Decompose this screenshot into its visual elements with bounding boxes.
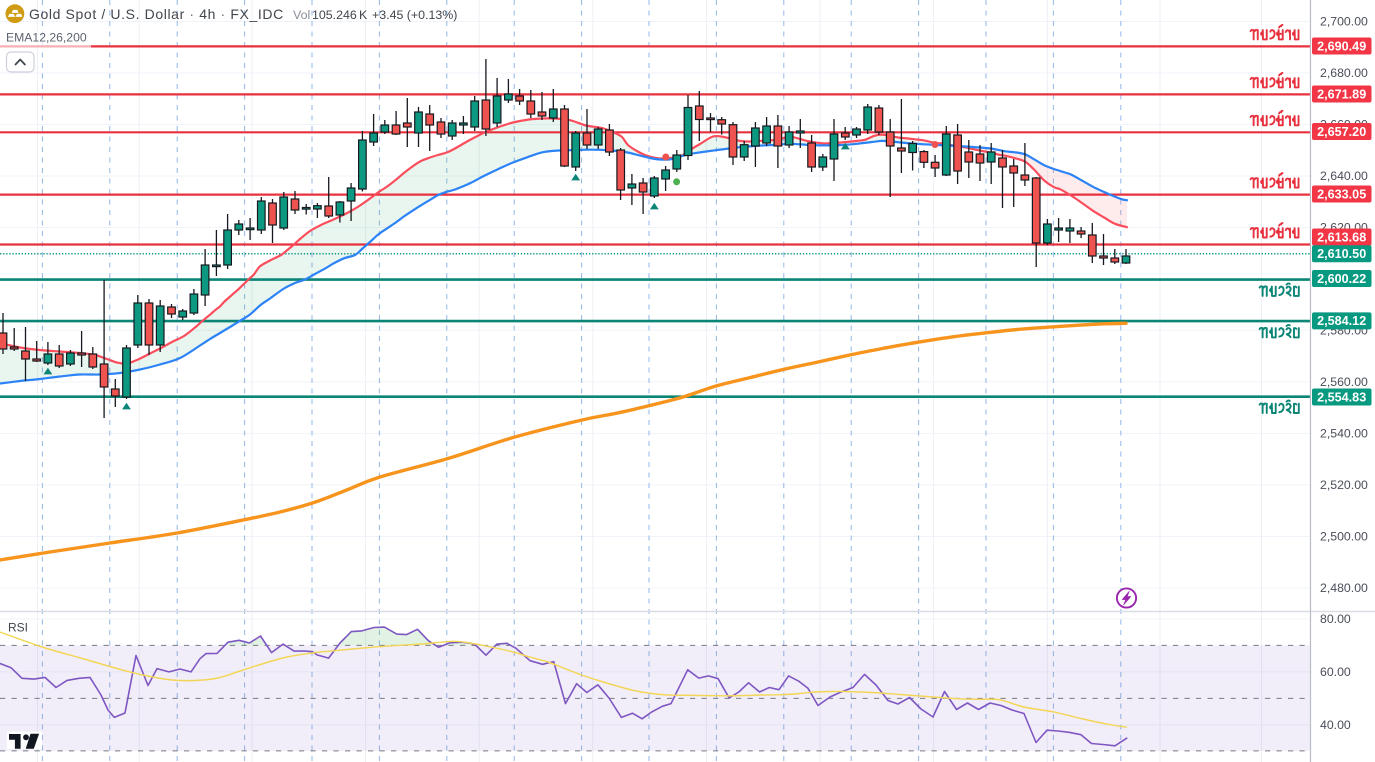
svg-text:2,500.00: 2,500.00	[1320, 530, 1368, 544]
svg-text:Gold Spot / U.S. Dollar · 4h ·: Gold Spot / U.S. Dollar · 4h · FX_IDC	[29, 6, 284, 22]
svg-text:RSI: RSI	[8, 621, 28, 635]
svg-text:2,610.50: 2,610.50	[1317, 247, 1366, 261]
svg-text:2,540.00: 2,540.00	[1320, 427, 1368, 441]
svg-text:2,640.00: 2,640.00	[1320, 169, 1368, 183]
svg-text:K: K	[359, 8, 368, 22]
svg-text:2,700.00: 2,700.00	[1320, 15, 1368, 29]
svg-text:2,657.20: 2,657.20	[1317, 125, 1366, 139]
svg-text:60.00: 60.00	[1320, 665, 1351, 679]
svg-text:2,560.00: 2,560.00	[1320, 375, 1368, 389]
svg-text:2,680.00: 2,680.00	[1320, 66, 1368, 80]
svg-text:Vol: Vol	[293, 8, 310, 22]
svg-text:80.00: 80.00	[1320, 612, 1351, 626]
svg-text:40.00: 40.00	[1320, 718, 1351, 732]
svg-text:2,554.83: 2,554.83	[1317, 390, 1366, 404]
svg-text:2,671.89: 2,671.89	[1317, 87, 1366, 101]
svg-text:2,633.05: 2,633.05	[1317, 187, 1366, 201]
svg-text:105.246: 105.246	[312, 8, 357, 22]
svg-text:2,584.12: 2,584.12	[1317, 314, 1366, 328]
svg-text:2,520.00: 2,520.00	[1320, 478, 1368, 492]
svg-text:2,480.00: 2,480.00	[1320, 581, 1368, 595]
svg-text:2,613.68: 2,613.68	[1317, 230, 1366, 244]
svg-text:+3.45 (+0.13%): +3.45 (+0.13%)	[372, 8, 457, 22]
svg-text:2,600.22: 2,600.22	[1317, 272, 1366, 286]
svg-text:2,690.49: 2,690.49	[1317, 39, 1366, 53]
svg-text:EMA12,26,200: EMA12,26,200	[6, 31, 87, 45]
